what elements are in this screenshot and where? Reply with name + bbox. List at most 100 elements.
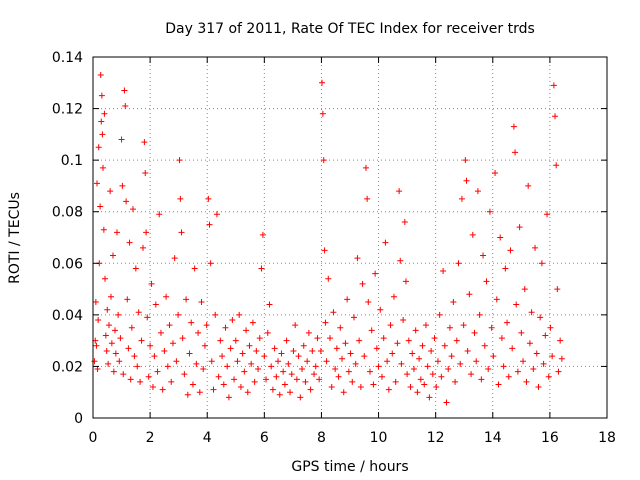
data-point bbox=[119, 182, 126, 189]
data-point bbox=[476, 311, 483, 318]
data-point bbox=[545, 373, 552, 380]
y-tick-label: 0.08 bbox=[52, 205, 83, 221]
data-point bbox=[222, 324, 229, 331]
data-point bbox=[478, 376, 485, 383]
data-point bbox=[139, 244, 146, 251]
data-point bbox=[266, 301, 273, 308]
data-point bbox=[402, 278, 409, 285]
data-point bbox=[175, 311, 182, 318]
data-point bbox=[409, 350, 416, 357]
data-point bbox=[321, 247, 328, 254]
data-point bbox=[120, 371, 127, 378]
data-point bbox=[523, 378, 530, 385]
data-point bbox=[404, 371, 411, 378]
data-point bbox=[553, 162, 560, 169]
data-point bbox=[544, 211, 551, 218]
data-point bbox=[373, 345, 380, 352]
data-point bbox=[509, 345, 516, 352]
data-point bbox=[263, 376, 270, 383]
data-point bbox=[109, 252, 116, 259]
y-tick-label: 0 bbox=[74, 411, 83, 427]
data-point bbox=[455, 260, 462, 267]
data-point bbox=[316, 376, 323, 383]
data-point bbox=[389, 350, 396, 357]
data-point bbox=[368, 327, 375, 334]
data-point bbox=[481, 342, 488, 349]
data-point bbox=[161, 347, 168, 354]
data-point bbox=[385, 386, 392, 393]
data-point bbox=[236, 311, 243, 318]
data-point bbox=[217, 337, 224, 344]
data-point bbox=[189, 381, 196, 388]
data-point bbox=[256, 335, 263, 342]
data-point bbox=[141, 139, 148, 146]
data-point bbox=[97, 72, 104, 79]
data-point bbox=[125, 345, 132, 352]
data-point bbox=[416, 355, 423, 362]
data-point bbox=[375, 363, 382, 370]
data-point bbox=[244, 389, 251, 396]
data-point bbox=[468, 371, 475, 378]
data-point bbox=[239, 350, 246, 357]
data-point bbox=[550, 82, 557, 89]
data-point bbox=[246, 342, 253, 349]
data-point bbox=[91, 358, 98, 365]
data-point bbox=[168, 378, 175, 385]
data-point bbox=[532, 244, 539, 251]
data-point bbox=[169, 340, 176, 347]
data-point bbox=[118, 136, 125, 143]
data-point bbox=[443, 399, 450, 406]
data-point bbox=[364, 195, 371, 202]
data-point bbox=[537, 314, 544, 321]
data-point bbox=[108, 340, 115, 347]
data-point bbox=[307, 386, 314, 393]
data-point bbox=[357, 384, 364, 391]
x-tick-labels: 0 2 4 6 8 10 12 14 16 18 bbox=[89, 430, 616, 446]
data-point bbox=[261, 353, 268, 360]
data-point bbox=[328, 384, 335, 391]
y-tick-label: 0.1 bbox=[61, 153, 83, 169]
data-point bbox=[259, 231, 266, 238]
data-point bbox=[311, 371, 318, 378]
data-point bbox=[179, 335, 186, 342]
data-point bbox=[463, 177, 470, 184]
data-point bbox=[248, 360, 255, 367]
data-point bbox=[295, 353, 302, 360]
data-point bbox=[220, 381, 227, 388]
data-point bbox=[464, 347, 471, 354]
data-point bbox=[124, 296, 131, 303]
data-point bbox=[349, 378, 356, 385]
data-point bbox=[253, 347, 260, 354]
data-point bbox=[186, 350, 193, 357]
y-axis-label: ROTI / TECUs bbox=[7, 192, 23, 284]
data-point bbox=[101, 275, 108, 282]
data-point bbox=[533, 350, 540, 357]
data-point bbox=[156, 211, 163, 218]
data-point bbox=[95, 144, 102, 151]
data-point bbox=[98, 118, 105, 125]
y-tick-label: 0.06 bbox=[52, 256, 83, 272]
data-point bbox=[525, 182, 532, 189]
data-point bbox=[227, 345, 234, 352]
data-point bbox=[123, 198, 130, 205]
data-point bbox=[121, 87, 128, 94]
data-point bbox=[370, 381, 377, 388]
data-point bbox=[452, 378, 459, 385]
data-point bbox=[518, 329, 525, 336]
data-point bbox=[205, 195, 212, 202]
data-point bbox=[384, 358, 391, 365]
data-point bbox=[129, 206, 136, 213]
data-point bbox=[285, 360, 292, 367]
data-point bbox=[99, 131, 106, 138]
data-point bbox=[366, 368, 373, 375]
data-point bbox=[113, 229, 120, 236]
x-axis-label: GPS time / hours bbox=[291, 459, 408, 475]
x-tick-label: 6 bbox=[260, 430, 269, 446]
data-point bbox=[356, 337, 363, 344]
data-point bbox=[98, 92, 105, 99]
data-point bbox=[183, 296, 190, 303]
data-point bbox=[426, 394, 433, 401]
data-point bbox=[251, 378, 258, 385]
data-point bbox=[178, 229, 185, 236]
data-point bbox=[299, 366, 306, 373]
